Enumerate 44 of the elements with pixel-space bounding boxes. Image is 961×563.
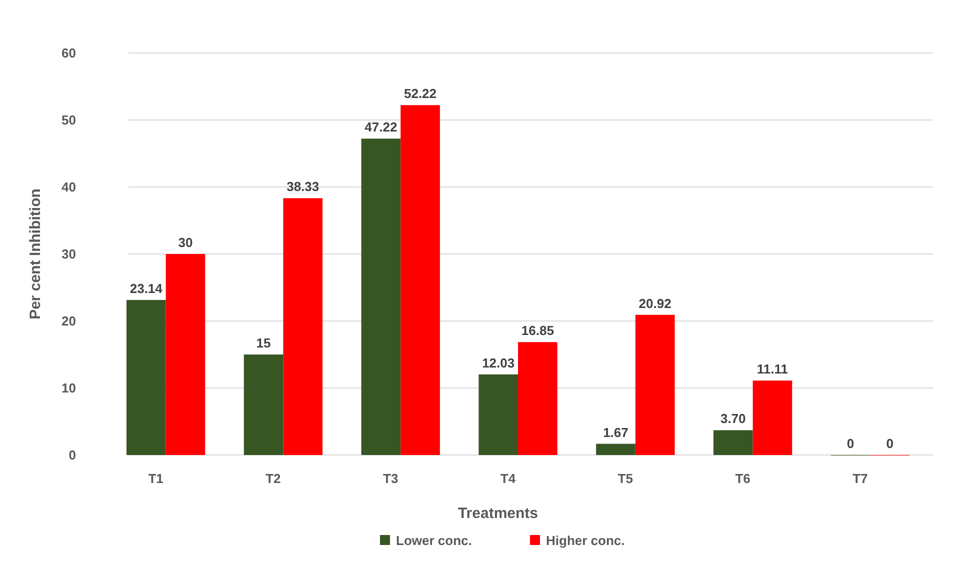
data-label: 16.85 [521,323,554,338]
bar [166,254,206,455]
y-tick-label: 60 [62,46,76,61]
x-axis-title: Treatments [458,505,538,522]
x-tick-label: T3 [383,471,398,486]
x-tick-label: T2 [266,471,281,486]
legend-label: Lower conc. [396,533,472,548]
data-label: 47.22 [364,120,398,135]
bar [713,430,753,455]
y-tick-label: 10 [62,380,76,396]
data-label: 38.33 [286,179,320,194]
data-label: 1.67 [603,424,628,440]
y-tick-label: 40 [62,180,76,195]
bar [478,374,518,455]
data-label: 3.70 [720,411,746,426]
y-tick-label: 20 [62,314,76,329]
bar [400,105,440,455]
x-tick-label: T1 [148,471,164,486]
data-label: 11.11 [756,362,788,377]
data-label: 12.03 [482,355,515,370]
y-tick-label: 50 [62,112,76,128]
bar [752,380,792,455]
data-label: 52.22 [404,86,437,102]
x-tick-label: T4 [500,471,516,486]
x-tick-label: T6 [735,471,750,486]
bar [361,138,401,455]
data-label: 20.92 [638,296,672,311]
bar [596,444,636,455]
x-tick-label: T7 [852,471,868,486]
data-label: 30 [178,235,193,250]
bar [635,314,675,455]
y-axis-title: Per cent Inhibition [27,188,44,320]
data-label: 0 [886,436,894,451]
bar [518,342,558,455]
bar [244,354,284,455]
y-tick-label: 0 [68,448,76,463]
data-label: 23.14 [130,280,164,296]
x-tick-label: T5 [618,471,633,486]
bar [126,300,166,455]
data-label: 0 [846,436,854,451]
data-label: 15 [256,336,271,350]
bar [283,198,323,455]
y-tick-label: 30 [62,246,76,262]
legend-label: Higher conc. [546,533,625,548]
